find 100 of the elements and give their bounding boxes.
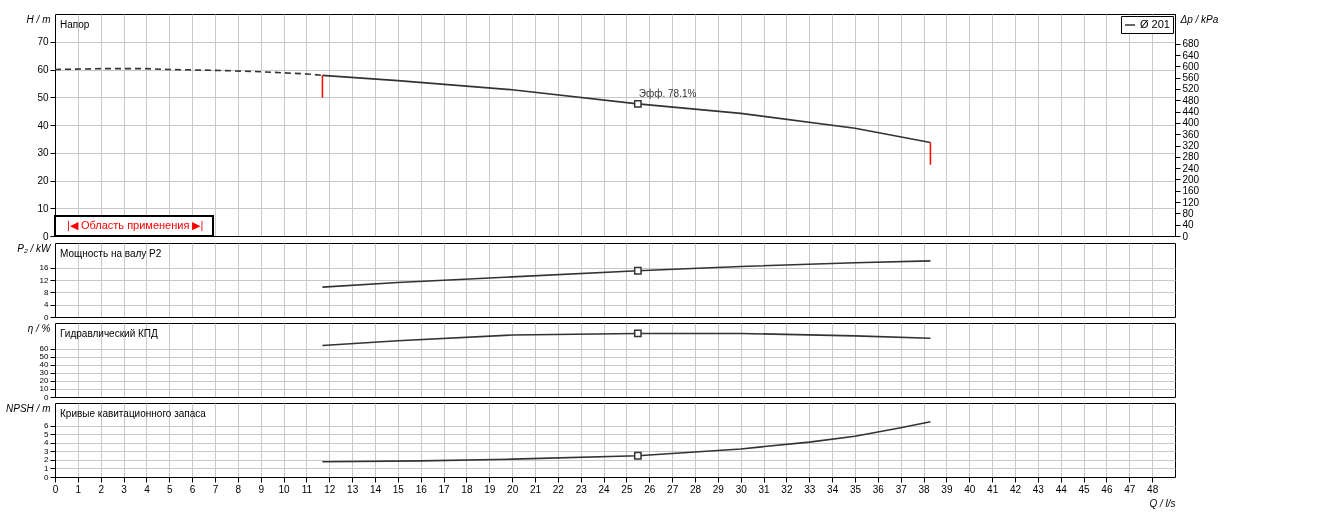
x-tick-label: 18 bbox=[461, 483, 473, 495]
x-tick-label: 39 bbox=[941, 483, 953, 495]
x-tick-label: 31 bbox=[758, 483, 771, 495]
y-axis-title: η / % bbox=[27, 322, 51, 334]
x-tick-label: 1 bbox=[75, 483, 82, 495]
annotation: |◀ Область применения ▶| bbox=[67, 219, 204, 231]
y2-tick-label: 360 bbox=[1182, 128, 1200, 140]
x-tick-label: 38 bbox=[918, 483, 931, 495]
y-tick-label: 4 bbox=[44, 438, 50, 448]
chart-title: Мощность на валу P2 bbox=[60, 248, 162, 259]
y-tick-label: 60 bbox=[39, 344, 50, 354]
y-tick-label: 40 bbox=[39, 360, 50, 370]
x-tick-label: 36 bbox=[872, 483, 885, 495]
y-tick-label: 20 bbox=[37, 175, 49, 186]
y2-tick-label: 80 bbox=[1182, 207, 1195, 219]
y2-tick-label: 440 bbox=[1182, 106, 1200, 118]
x-tick-label: 37 bbox=[895, 483, 908, 495]
x-tick-label: 23 bbox=[575, 483, 588, 495]
x-tick-label: 24 bbox=[598, 483, 611, 495]
x-tick-label: 46 bbox=[1101, 483, 1113, 495]
x-tick-label: 15 bbox=[392, 483, 405, 495]
x-tick-label: 33 bbox=[804, 483, 816, 495]
y2-tick-label: 640 bbox=[1182, 49, 1200, 61]
y-tick-label: 50 bbox=[37, 91, 49, 103]
line-series bbox=[321, 420, 932, 463]
x-tick-label: 12 bbox=[324, 483, 336, 495]
y2-tick-label: 320 bbox=[1182, 140, 1200, 151]
x-tick-label: 22 bbox=[552, 483, 565, 495]
x-tick-label: 26 bbox=[644, 483, 656, 495]
x-tick-label: 5 bbox=[167, 483, 173, 495]
x-tick-label: 4 bbox=[144, 483, 151, 495]
x-tick-label: 10 bbox=[278, 483, 291, 495]
x-tick-label: 13 bbox=[347, 483, 359, 495]
y-tick-label: 10 bbox=[37, 202, 49, 214]
y2-tick-label: 600 bbox=[1182, 60, 1200, 72]
x-tick-label: 21 bbox=[529, 483, 542, 495]
x-tick-label: 34 bbox=[827, 483, 839, 495]
x-tick-label: 30 bbox=[735, 483, 748, 495]
y-tick-label: 8 bbox=[44, 287, 50, 297]
x-tick-label: 7 bbox=[212, 483, 219, 495]
y-tick-label: 2 bbox=[44, 455, 50, 465]
x-tick-label: 19 bbox=[484, 483, 496, 495]
x-tick-label: 17 bbox=[438, 483, 451, 495]
y-tick-label: 40 bbox=[37, 119, 49, 131]
y2-tick-label: 40 bbox=[1182, 219, 1195, 231]
line-series bbox=[321, 260, 932, 288]
y2-tick-label: 400 bbox=[1182, 117, 1200, 129]
legend-label: Ø 201 bbox=[1140, 18, 1170, 30]
y-tick-label: 0 bbox=[44, 472, 50, 482]
x-tick-label: 11 bbox=[301, 483, 313, 495]
x-tick-label: 0 bbox=[52, 483, 59, 495]
y2-tick-label: 480 bbox=[1182, 94, 1200, 106]
y-tick-label: 30 bbox=[39, 368, 50, 378]
y2-axis-title: Δp / kPa bbox=[1179, 13, 1219, 25]
x-tick-label: 20 bbox=[507, 483, 519, 495]
y2-tick-label: 240 bbox=[1182, 162, 1200, 174]
y-tick-label: 1 bbox=[44, 463, 50, 473]
y-axis-title: NPSH / m bbox=[6, 402, 51, 414]
x-tick-label: 44 bbox=[1055, 483, 1068, 495]
x-tick-label: 29 bbox=[712, 483, 725, 495]
y2-tick-label: 560 bbox=[1182, 72, 1200, 84]
x-tick-label: 42 bbox=[1009, 483, 1022, 495]
x-axis-title: Q / l/s bbox=[1149, 497, 1176, 509]
y-tick-label: 5 bbox=[44, 429, 50, 439]
x-tick-label: 40 bbox=[964, 483, 976, 495]
y-tick-label: 4 bbox=[44, 300, 50, 310]
y-tick-label: 20 bbox=[39, 376, 50, 386]
y-axis-title: H / m bbox=[26, 13, 51, 25]
x-tick-label: 2 bbox=[98, 483, 105, 495]
x-tick-label: 41 bbox=[987, 483, 999, 495]
y-axis-title: P₂ / kW bbox=[17, 242, 53, 254]
y2-tick-label: 120 bbox=[1182, 196, 1200, 208]
y2-tick-label: 200 bbox=[1182, 173, 1200, 185]
y2-tick-label: 0 bbox=[1182, 230, 1189, 242]
x-tick-label: 3 bbox=[121, 483, 128, 495]
x-tick-label: 32 bbox=[781, 483, 793, 495]
x-tick-label: 43 bbox=[1032, 483, 1045, 495]
y-tick-label: 50 bbox=[39, 352, 50, 362]
text: Кривые кавитационного запаса bbox=[60, 408, 207, 419]
x-tick-label: 27 bbox=[667, 483, 679, 495]
y-tick-label: 6 bbox=[44, 421, 50, 431]
x-tick-label: 6 bbox=[189, 483, 196, 495]
y-tick-label: 60 bbox=[37, 64, 49, 75]
y2-tick-label: 520 bbox=[1182, 83, 1200, 95]
y-tick-label: 3 bbox=[44, 446, 50, 456]
y-tick-label: 10 bbox=[39, 384, 50, 394]
x-tick-label: 16 bbox=[415, 483, 428, 495]
x-tick-label: 14 bbox=[369, 483, 382, 495]
x-tick-label: 9 bbox=[258, 483, 265, 495]
y-tick-label: 0 bbox=[44, 392, 50, 402]
y-tick-label: 0 bbox=[44, 312, 50, 322]
x-tick-label: 45 bbox=[1078, 483, 1091, 495]
x-tick-label: 48 bbox=[1147, 483, 1159, 495]
x-tick-label: 47 bbox=[1124, 483, 1136, 495]
y2-tick-label: 680 bbox=[1182, 38, 1200, 50]
annotation: Эфф. 78.1% bbox=[638, 87, 697, 99]
y-tick-label: 30 bbox=[37, 147, 49, 159]
y-tick-label: 16 bbox=[39, 263, 50, 273]
y-tick-label: 70 bbox=[37, 36, 49, 48]
x-tick-label: 8 bbox=[235, 483, 242, 495]
